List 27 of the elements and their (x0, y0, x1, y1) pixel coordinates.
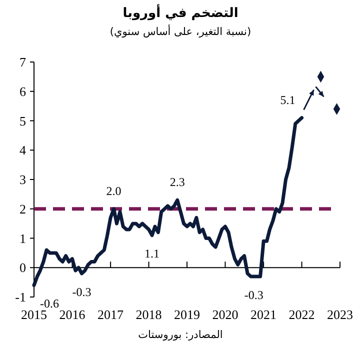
x-tick-label: 2018 (136, 307, 162, 322)
y-tick-label: 0 (20, 260, 26, 276)
x-tick-label: 2021 (250, 307, 277, 322)
y-tick-label: 6 (20, 84, 26, 99)
x-tick-label: 2020 (212, 307, 238, 322)
x-tick-label: 2016 (59, 307, 86, 322)
line-series (32, 116, 304, 287)
x-tick-label: 2022 (288, 307, 315, 322)
y-tick-label: 3 (20, 172, 26, 188)
annotation: -0.3 (72, 284, 92, 299)
y-tick-label: 5 (20, 113, 26, 128)
annotation: 2.0 (106, 184, 122, 198)
y-tick-label: 4 (20, 142, 26, 158)
annotation: 2.3 (170, 175, 185, 190)
text: المصادر: بوروستات (138, 329, 223, 341)
chart-title: التضخم في أوروبا (122, 4, 238, 21)
x-tick-label: 2019 (174, 307, 200, 322)
annotation: -0.3 (244, 288, 264, 302)
y-tick-label: 2 (20, 201, 26, 216)
annotation: 1.1 (144, 246, 160, 261)
x-tick-label: 2017 (98, 307, 124, 322)
annotation: 5.1 (280, 92, 296, 107)
y-tick-label: -1 (15, 290, 26, 305)
y-tick-label: 7 (20, 54, 26, 70)
x-tick-label: 2023 (327, 307, 353, 322)
y-tick-label: 1 (20, 230, 26, 246)
chart-subtitle: (نسبة التغير، على أساس سنوي) (110, 24, 252, 38)
